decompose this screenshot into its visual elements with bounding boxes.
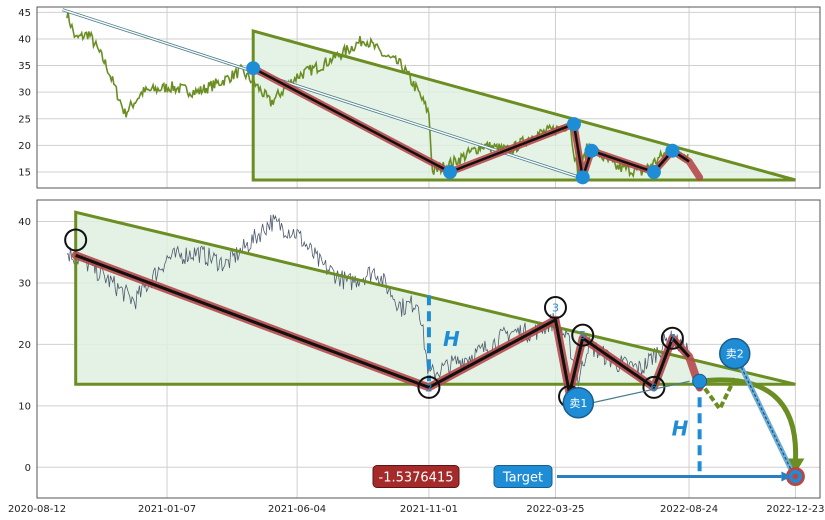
pivot-circle bbox=[543, 296, 567, 320]
pivot-label: 7 bbox=[669, 332, 676, 345]
top-pivot-node bbox=[443, 165, 458, 180]
top-y-tick-label: 35 bbox=[18, 61, 31, 72]
top-y-tick-label: 25 bbox=[18, 114, 31, 125]
pivot-label: 3 bbox=[552, 302, 559, 315]
pivot-circle bbox=[417, 375, 441, 399]
bottom-y-tick-label: 0 bbox=[25, 463, 31, 474]
top-triangle-outline bbox=[251, 29, 796, 182]
x-tick-label: 2021-11-01 bbox=[400, 504, 458, 515]
x-tick-label: 2021-01-07 bbox=[138, 504, 196, 515]
top-y-tick-label: 30 bbox=[18, 88, 31, 99]
top-pivot-node bbox=[646, 165, 661, 180]
target-badge bbox=[493, 464, 553, 488]
sell-marker bbox=[562, 387, 595, 419]
bottom-y-tick-label: 40 bbox=[18, 217, 31, 228]
sell-marker-label: 卖2 bbox=[726, 348, 744, 361]
sell-marker bbox=[719, 337, 751, 370]
bottom-y-tick-label: 30 bbox=[18, 278, 31, 289]
bottom-y-tick-label: 10 bbox=[18, 401, 31, 412]
value-badge-label: -1.5376415 bbox=[379, 470, 454, 485]
projection-curve bbox=[699, 377, 799, 463]
sell1-arrow bbox=[592, 380, 690, 404]
top-y-tick-label: 45 bbox=[18, 8, 31, 19]
top-pivot-node bbox=[584, 143, 599, 158]
pivot-label: 2 bbox=[425, 381, 432, 394]
x-tick-label: 2020-08-12 bbox=[8, 504, 66, 515]
h-label: H bbox=[672, 416, 689, 440]
sell2-path-inner bbox=[734, 353, 792, 471]
top-price-line bbox=[66, 11, 689, 183]
projection-zigzag bbox=[697, 377, 737, 413]
x-tick-label: 2022-12-23 bbox=[766, 504, 824, 515]
bottom-price-line bbox=[66, 214, 689, 387]
top-y-tick-label: 20 bbox=[18, 141, 31, 152]
pivot-circle bbox=[571, 323, 595, 347]
pivot-circle bbox=[660, 326, 684, 350]
breakout-node bbox=[692, 373, 708, 389]
x-tick-label: 2022-08-24 bbox=[660, 504, 718, 515]
x-tick-label: 2022-03-25 bbox=[526, 504, 584, 515]
bottom-zigzag-inner bbox=[75, 253, 691, 395]
value-badge bbox=[372, 464, 460, 488]
top-panel-frame bbox=[36, 6, 821, 189]
target-badge-label: Target bbox=[502, 470, 543, 485]
x-tick-label: 2021-06-04 bbox=[268, 504, 326, 515]
top-y-tick-label: 40 bbox=[18, 34, 31, 45]
bottom-y-tick-label: 20 bbox=[18, 340, 31, 351]
top-pivot-node bbox=[575, 170, 590, 185]
bottom-panel-frame bbox=[36, 199, 821, 499]
target-marker-core bbox=[792, 473, 799, 480]
top-pivot-node bbox=[665, 143, 680, 158]
top-pivot-node bbox=[566, 117, 581, 132]
h-label: H bbox=[443, 327, 460, 351]
projection-arrowhead bbox=[786, 458, 805, 474]
pivot-circle bbox=[64, 228, 88, 252]
target-arrowhead bbox=[781, 471, 792, 482]
sell-marker-label: 卖1 bbox=[569, 397, 587, 410]
top-pivot-node bbox=[246, 61, 261, 76]
pivot-label: 6 bbox=[650, 381, 657, 394]
top-y-tick-label: 15 bbox=[18, 168, 31, 179]
pivot-label: 5 bbox=[579, 329, 586, 342]
